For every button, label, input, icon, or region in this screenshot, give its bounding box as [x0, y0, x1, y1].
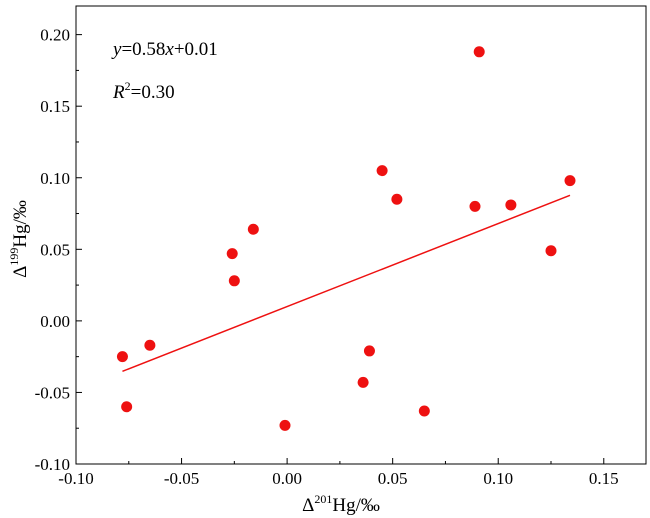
- y-axis-title-prefix: Δ: [10, 266, 31, 278]
- y-tick-label: 0.05: [40, 240, 70, 259]
- x-tick-label: 0.05: [378, 469, 408, 488]
- regression-equation: y=0.58x+0.01: [111, 39, 218, 60]
- data-point: [247, 223, 259, 235]
- y-tick-label: -0.10: [35, 455, 70, 474]
- x-tick-label: 0.10: [483, 469, 513, 488]
- r2-value: =0.30: [131, 82, 175, 103]
- regression-line: [122, 194, 571, 373]
- y-tick-label: 0.20: [40, 26, 70, 45]
- y-axis-title-sup: 199: [7, 248, 21, 266]
- r2-superscript: 2: [125, 79, 131, 93]
- data-point: [418, 405, 430, 417]
- x-tick-label: -0.05: [164, 469, 199, 488]
- equation-slope: =0.58: [121, 39, 165, 60]
- x-tick-label: 0.15: [589, 469, 619, 488]
- data-point: [564, 175, 576, 187]
- data-point: [226, 248, 238, 260]
- equation-y: y: [111, 39, 122, 60]
- data-point: [473, 46, 485, 58]
- data-point: [357, 376, 369, 388]
- data-point: [363, 345, 375, 357]
- data-point: [505, 199, 517, 211]
- data-point: [469, 200, 481, 212]
- axis-ticks: -0.10 -0.05 0.00 0.05 0.10 0.15 -0.10 -0.05 0.00…: [35, 26, 619, 488]
- x-axis-title: Δ201Hg/‰: [302, 492, 380, 516]
- y-tick-label: 0.15: [40, 97, 70, 116]
- x-axis-title-suffix: Hg/‰: [332, 495, 380, 516]
- y-axis-title: Δ199Hg/‰: [7, 200, 31, 278]
- data-point: [116, 351, 128, 363]
- equation-x: x: [164, 39, 174, 60]
- x-axis-title-prefix: Δ: [302, 495, 314, 516]
- data-point: [376, 165, 388, 177]
- data-point: [121, 401, 133, 413]
- y-tick-label: 0.00: [40, 312, 70, 331]
- data-points: [116, 46, 576, 431]
- x-tick-label: -0.10: [58, 469, 93, 488]
- y-tick-label: -0.05: [35, 383, 70, 402]
- data-point: [228, 275, 240, 287]
- data-point: [279, 419, 291, 431]
- y-tick-label: 0.10: [40, 169, 70, 188]
- r-squared: R2=0.30: [112, 79, 175, 103]
- plot-frame: [75, 5, 647, 465]
- y-axis-title-suffix: Hg/‰: [10, 200, 31, 248]
- data-point: [391, 193, 403, 205]
- data-point: [144, 339, 156, 351]
- data-point: [545, 245, 557, 257]
- equation-intercept: +0.01: [174, 39, 218, 60]
- x-axis-title-sup: 201: [314, 492, 332, 506]
- x-tick-label: 0.00: [272, 469, 302, 488]
- r2-symbol: R: [112, 82, 125, 103]
